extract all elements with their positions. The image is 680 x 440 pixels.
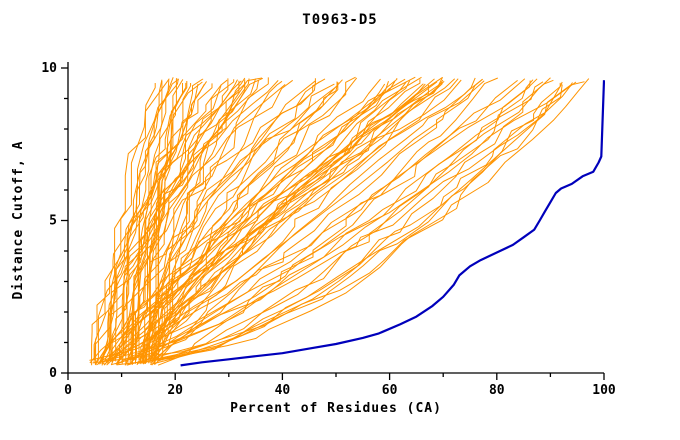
prediction-curve (119, 79, 179, 362)
prediction-curve (153, 78, 229, 364)
prediction-curve (96, 78, 435, 366)
prediction-curve (101, 77, 264, 364)
prediction-curve (110, 77, 174, 362)
prediction-curve (152, 76, 356, 362)
prediction-curve (146, 78, 316, 364)
prediction-curve (94, 79, 293, 361)
prediction-curve (107, 76, 416, 364)
y-axis-ticks: 0 5 10 (41, 61, 68, 381)
prediction-curve (115, 77, 476, 365)
prediction-curve (151, 77, 358, 361)
prediction-curve (157, 77, 498, 366)
prediction-curve (150, 78, 250, 364)
prediction-curve (125, 79, 238, 366)
x-axis-ticks: 0 20 40 60 80 100 (64, 373, 616, 398)
prediction-curve (162, 80, 240, 361)
highlighted-model-curve (180, 80, 605, 367)
prediction-curve (111, 78, 180, 363)
prediction-curve (150, 82, 573, 365)
x-tick-label: 40 (275, 383, 291, 398)
prediction-curve (125, 84, 222, 365)
chart-title: T0963-D5 (302, 12, 377, 28)
prediction-curve (120, 80, 518, 362)
prediction-curve (136, 83, 443, 366)
prediction-curve (116, 81, 544, 365)
prediction-curve (135, 84, 286, 361)
x-tick-label: 0 (64, 383, 72, 398)
y-tick-label: 5 (49, 214, 57, 229)
x-axis-label: Percent of Residues (CA) (230, 401, 442, 416)
prediction-curve (154, 81, 389, 365)
prediction-curve (157, 77, 551, 362)
prediction-curve (149, 80, 411, 362)
prediction-curve (100, 81, 585, 363)
prediction-curve (154, 76, 444, 362)
prediction-curve (110, 80, 531, 360)
x-tick-label: 100 (592, 383, 616, 398)
prediction-curve (127, 77, 443, 366)
x-tick-label: 20 (167, 383, 183, 398)
prediction-curve (111, 78, 526, 366)
prediction-curve (157, 79, 554, 361)
ensemble-curves (89, 76, 590, 366)
prediction-curve (154, 81, 563, 360)
y-tick-label: 0 (49, 366, 57, 381)
prediction-curve (139, 81, 407, 360)
prediction-curve (136, 84, 563, 364)
prediction-curve (97, 80, 396, 365)
prediction-curve (89, 81, 577, 361)
prediction-curve (101, 81, 208, 366)
prediction-curve (126, 79, 534, 366)
prediction-curve (121, 83, 199, 365)
prediction-curve (139, 76, 422, 362)
y-axis-label: Distance Cutoff, A (11, 141, 26, 300)
prediction-curve (108, 83, 156, 360)
prediction-curve (154, 80, 485, 365)
prediction-curve (116, 82, 561, 366)
x-tick-label: 80 (489, 383, 505, 398)
x-tick-label: 60 (382, 383, 398, 398)
prediction-curve (158, 79, 246, 362)
prediction-curve (92, 78, 590, 364)
highlight-curve (180, 80, 605, 367)
prediction-curve (131, 77, 178, 361)
prediction-curve (93, 80, 242, 364)
prediction-curve (110, 81, 438, 366)
prediction-curve (94, 79, 462, 366)
prediction-curve (151, 81, 188, 366)
y-tick-label: 10 (41, 61, 57, 76)
